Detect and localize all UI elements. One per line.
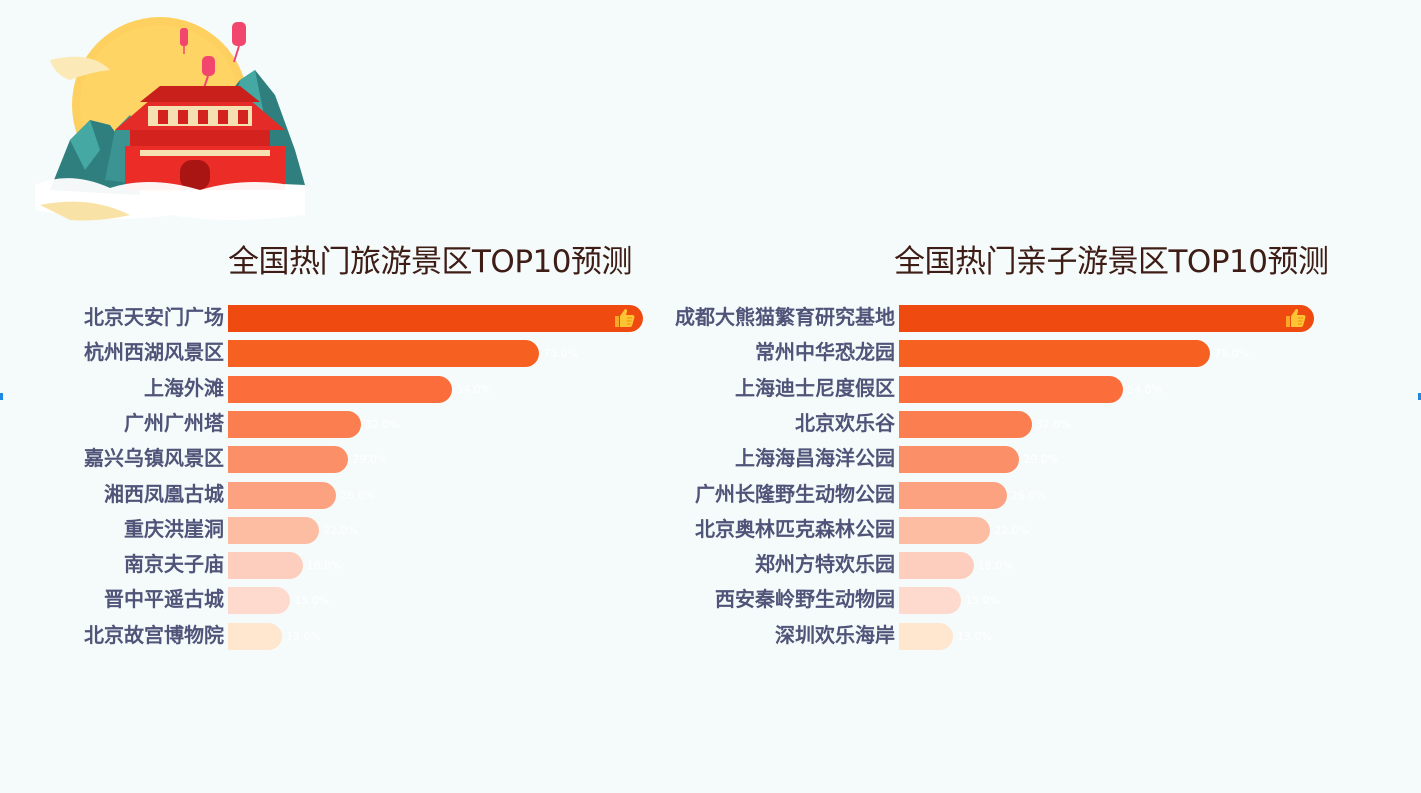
- bar-row: 郑州方特欢乐园 18.0%: [0, 547, 1421, 582]
- category-label: 北京欢乐谷: [795, 410, 895, 435]
- bar: [228, 340, 540, 368]
- bar: [228, 481, 336, 509]
- category-label: 西安秦岭野生动物园: [715, 587, 895, 612]
- category-label: 嘉兴乌镇风景区: [84, 446, 224, 471]
- value-label: 26.0%: [1010, 488, 1046, 502]
- bar: [228, 552, 303, 580]
- left-edge-marker: [0, 393, 3, 400]
- bar-row: 嘉兴乌镇风景区 29.0%: [0, 441, 660, 476]
- value-label: 18.0%: [977, 559, 1013, 573]
- category-label: 北京天安门广场: [84, 305, 224, 329]
- bar-row: 湘西凤凰古城 26.0%: [0, 477, 660, 512]
- bar-row: 南京夫子庙 18.0%: [0, 547, 660, 582]
- bar: [899, 552, 974, 580]
- bar-row: 重庆洪崖洞 22.0%: [0, 512, 660, 547]
- category-label: 深圳欢乐海岸: [775, 622, 895, 647]
- bar-row: 北京故宫博物院 13.0%: [0, 618, 660, 653]
- bar: [899, 516, 991, 544]
- category-label: 晋中平遥古城: [104, 587, 224, 612]
- family-top10-chart: 成都大熊猫繁育研究基地常州中华恐龙园 75.0% 上海迪士尼度假区 54.0% 北京欢乐…: [0, 296, 1421, 656]
- bar-row: 常州中华恐龙园 75.0%: [0, 335, 1421, 370]
- bar: [228, 622, 282, 650]
- bar-row: 北京天安门广场: [0, 300, 660, 335]
- right-edge-marker: [1418, 393, 1421, 400]
- bar: [899, 622, 953, 650]
- category-label: 常州中华恐龙园: [755, 340, 895, 365]
- bar: [228, 375, 453, 403]
- value-label: 22.0%: [323, 523, 359, 537]
- category-label: 上海外滩: [144, 375, 224, 400]
- bar-row: 北京奥林匹克森林公园 22.0%: [0, 512, 1421, 547]
- chart-title-family: 全国热门亲子游景区TOP10预测: [894, 244, 1329, 280]
- bar: [899, 446, 1020, 474]
- bar-row: 北京欢乐谷 32.0%: [0, 406, 1421, 441]
- thumbs-up-icon: [1284, 306, 1308, 330]
- chart-title-tourism: 全国热门旅游景区TOP10预测: [228, 244, 632, 280]
- bar: [899, 587, 962, 615]
- bar: [899, 410, 1032, 438]
- bar-row: 深圳欢乐海岸 13.0%: [0, 618, 1421, 653]
- value-label: 13.0%: [956, 629, 992, 643]
- bar: [899, 375, 1124, 403]
- bar-row: 广州长隆野生动物公园 26.0%: [0, 477, 1421, 512]
- bar-row: 上海海昌海洋公园 29.0%: [0, 441, 1421, 476]
- category-label: 重庆洪崖洞: [124, 516, 224, 541]
- category-label: 广州长隆野生动物公园: [695, 481, 895, 506]
- value-label: 29.0%: [352, 453, 388, 467]
- bar-row: 广州广州塔 32.0%: [0, 406, 660, 441]
- category-label: 上海海昌海洋公园: [735, 446, 895, 471]
- category-label: 北京故宫博物院: [84, 622, 224, 647]
- category-label: 上海迪士尼度假区: [735, 375, 895, 400]
- bar: [228, 446, 349, 474]
- category-label: 广州广州塔: [124, 410, 224, 435]
- bar: [228, 305, 643, 332]
- value-label: 29.0%: [1023, 453, 1059, 467]
- value-label: 18.0%: [306, 559, 342, 573]
- value-label: 32.0%: [364, 417, 400, 431]
- category-label: 成都大熊猫繁育研究基地: [675, 305, 895, 329]
- bar: [899, 340, 1211, 368]
- bar-row: 西安秦岭野生动物园 15.0%: [0, 582, 1421, 617]
- value-label: 54.0%: [1127, 382, 1163, 396]
- bar: [899, 481, 1007, 509]
- value-label: 75.0%: [543, 347, 579, 361]
- tourism-top10-chart: 北京天安门广场 杭州西湖风景区 75.0% 上海外滩 54.0% 广州广州塔 32.0% 嘉兴…: [0, 296, 660, 656]
- value-label: 32.0%: [1035, 417, 1071, 431]
- bar: [899, 305, 1314, 332]
- tiananmen-lantern-illustration: [35, 17, 305, 221]
- value-label: 15.0%: [965, 594, 1001, 608]
- value-label: 13.0%: [285, 629, 321, 643]
- bar-row: 上海外滩 54.0%: [0, 371, 660, 406]
- bar-row: 成都大熊猫繁育研究基地: [0, 300, 1421, 335]
- category-label: 杭州西湖风景区: [84, 340, 224, 365]
- thumbs-up-icon: [613, 306, 637, 330]
- value-label: 22.0%: [994, 523, 1030, 537]
- bar: [228, 516, 320, 544]
- category-label: 北京奥林匹克森林公园: [695, 516, 895, 541]
- bar: [228, 587, 291, 615]
- bar-row: 上海迪士尼度假区 54.0%: [0, 371, 1421, 406]
- category-label: 湘西凤凰古城: [104, 481, 224, 506]
- bar: [228, 410, 361, 438]
- bar-row: 杭州西湖风景区 75.0%: [0, 335, 660, 370]
- value-label: 54.0%: [456, 382, 492, 396]
- value-label: 75.0%: [1214, 347, 1250, 361]
- category-label: 南京夫子庙: [124, 552, 224, 577]
- category-label: 郑州方特欢乐园: [755, 552, 895, 577]
- bar-row: 晋中平遥古城 15.0%: [0, 582, 660, 617]
- value-label: 26.0%: [339, 488, 375, 502]
- value-label: 15.0%: [294, 594, 330, 608]
